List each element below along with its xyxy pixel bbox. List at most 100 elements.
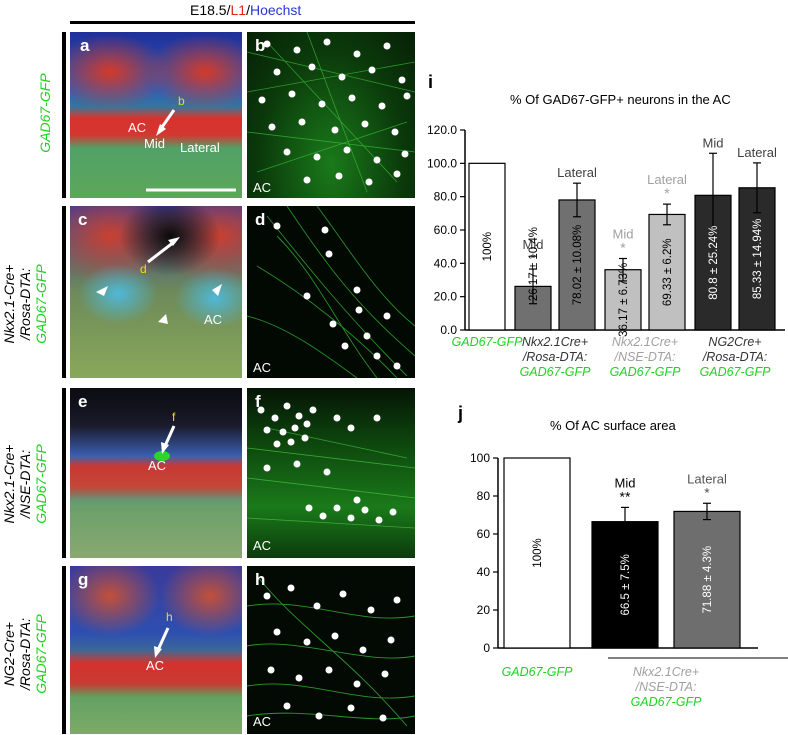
arrow-icon <box>154 425 176 461</box>
bar-4 <box>648 203 686 331</box>
significance-star: ** <box>620 488 631 504</box>
bar-value-label: 26.17 ± 10.4% <box>528 227 540 301</box>
y-tick-label: 80.0 <box>434 190 458 204</box>
significance-star: * <box>704 484 710 500</box>
panel-d: d AC <box>247 206 415 378</box>
bar-value-label: 71.88 ± 4.3% <box>702 546 714 614</box>
bar-rect <box>648 213 686 331</box>
bar-value-label: 66.5 ± 7.5% <box>620 554 632 615</box>
bar-annotation: Lateral <box>647 172 687 187</box>
row-label-4: NG2-Cre+/Rosa-DTA: GAD67-GFP <box>1 614 49 694</box>
bar-rect <box>468 162 506 331</box>
bar-value-label: 78.02 ± 10.08% <box>572 225 584 305</box>
chart-title: % Of AC surface area <box>550 418 676 433</box>
bar-value-label: 85.33 ± 14.94% <box>752 219 764 299</box>
group-label: /Rosa-DTA: <box>522 350 587 364</box>
row-separator-4 <box>62 566 66 734</box>
group-label: /Rosa-DTA: <box>702 350 767 364</box>
chart-title: % Of GAD67-GFP+ neurons in the AC <box>510 92 731 107</box>
figure-header: E18.5/L1/Hoechst <box>190 2 301 18</box>
arrow-icon <box>154 627 170 658</box>
bar-1 <box>514 268 552 331</box>
bar-1 <box>591 506 659 649</box>
bar-value-label: 100% <box>482 232 494 261</box>
header-rule <box>70 21 415 24</box>
significance-star: * <box>530 250 536 266</box>
bar-annotation: Lateral <box>687 471 727 486</box>
panel-a: a b AC Mid Lateral <box>70 32 242 198</box>
row-separator-2 <box>62 206 66 378</box>
bar-2 <box>558 182 596 331</box>
y-tick-label: 20.0 <box>434 290 458 304</box>
bar-rect <box>503 457 571 649</box>
group-label: Nkx2.1Cre+ <box>612 335 678 349</box>
bar-6 <box>738 162 776 331</box>
arrow-icon <box>146 109 236 192</box>
bar-0 <box>503 457 571 649</box>
y-tick-label: 100.0 <box>427 156 457 170</box>
panel-f: f AC <box>247 388 415 558</box>
group-label: Nkx2.1Cre+ <box>522 335 588 349</box>
row-label-3: Nkx2.1-Cre+/NSE-DTA: GAD67-GFP <box>1 444 49 524</box>
panel-g: g h AC <box>70 566 242 734</box>
bar-annotation: Lateral <box>557 165 597 180</box>
group-label: Nkx2.1Cre+ <box>633 665 699 679</box>
group-label: /NSE-DTA: <box>635 680 697 694</box>
bar-annotation: Mid <box>523 237 544 252</box>
neuron-dots-b <box>247 32 415 193</box>
y-tick-label: 40 <box>477 565 491 579</box>
group-label: GAD67-GFP <box>502 665 574 679</box>
chart-i: % Of GAD67-GFP+ neurons in the AC 0.0 20.0… <box>427 92 785 379</box>
group-label: NG2Cre+ <box>708 335 761 349</box>
chart-i-letter: i <box>428 72 434 92</box>
group-label: GAD67-GFP <box>610 365 682 379</box>
neuron-dots-f <box>247 402 415 529</box>
row-separator-3 <box>62 388 66 558</box>
bar-5 <box>694 152 732 331</box>
neuron-dots-d <box>247 206 415 378</box>
chart-j-letter: j <box>458 403 464 423</box>
bar-value-label: 80.8 ± 25.24% <box>708 226 720 300</box>
row-separator-1 <box>62 32 66 198</box>
y-tick-label: 40.0 <box>434 256 458 270</box>
bar-annotation: Mid <box>613 227 634 242</box>
panel-c: c d AC <box>70 206 242 378</box>
bar-value-label: 36.17 ± 6.73% <box>618 263 630 337</box>
header-hoechst: Hoechst <box>249 2 302 18</box>
bar-3 <box>604 257 642 331</box>
header-l1: L1 <box>230 2 247 18</box>
group-label: GAD67-GFP <box>700 365 772 379</box>
bar-0 <box>468 162 506 331</box>
bar-value-label: 69.33 ± 6.2% <box>662 238 674 306</box>
y-tick-label: 60 <box>477 527 491 541</box>
neuron-dots-h <box>247 575 415 727</box>
panel-b: b AC <box>247 32 415 198</box>
group-label: GAD67-GFP <box>631 695 703 709</box>
significance-star: * <box>664 185 670 201</box>
bar-annotation: Mid <box>615 475 636 490</box>
group-label: GAD67-GFP <box>520 365 592 379</box>
y-tick-label: 80 <box>477 489 491 503</box>
row-label-2: Nkx2.1-Cre+/Rosa-DTA: GAD67-GFP <box>1 264 49 344</box>
group-label: /NSE-DTA: <box>614 350 676 364</box>
bar-rect <box>591 521 659 649</box>
chart-j: % Of AC surface area 0 20 40 60 80 100 100% **Mi… <box>470 418 788 709</box>
panel-h: h AC <box>247 566 415 734</box>
bar-rect <box>558 199 596 331</box>
bar-value-label: 100% <box>532 538 544 567</box>
bar-annotation: Lateral <box>737 145 777 160</box>
group-label: GAD67-GFP <box>452 335 524 349</box>
bar-annotation: Mid <box>703 135 724 150</box>
y-tick-label: 0.0 <box>440 323 457 337</box>
header-stage: E18.5/ <box>190 2 231 18</box>
arrowheads-icon <box>96 237 222 324</box>
y-tick-label: 100 <box>470 451 490 465</box>
significance-star: * <box>620 240 626 256</box>
y-tick-label: 60.0 <box>434 223 458 237</box>
row-label-1: GAD67-GFP <box>37 73 53 153</box>
y-tick-label: 20 <box>477 603 491 617</box>
y-tick-label: 0 <box>483 641 490 655</box>
bar-rect <box>673 510 741 649</box>
bar-2 <box>673 502 741 649</box>
panel-e: e f AC <box>70 388 242 558</box>
